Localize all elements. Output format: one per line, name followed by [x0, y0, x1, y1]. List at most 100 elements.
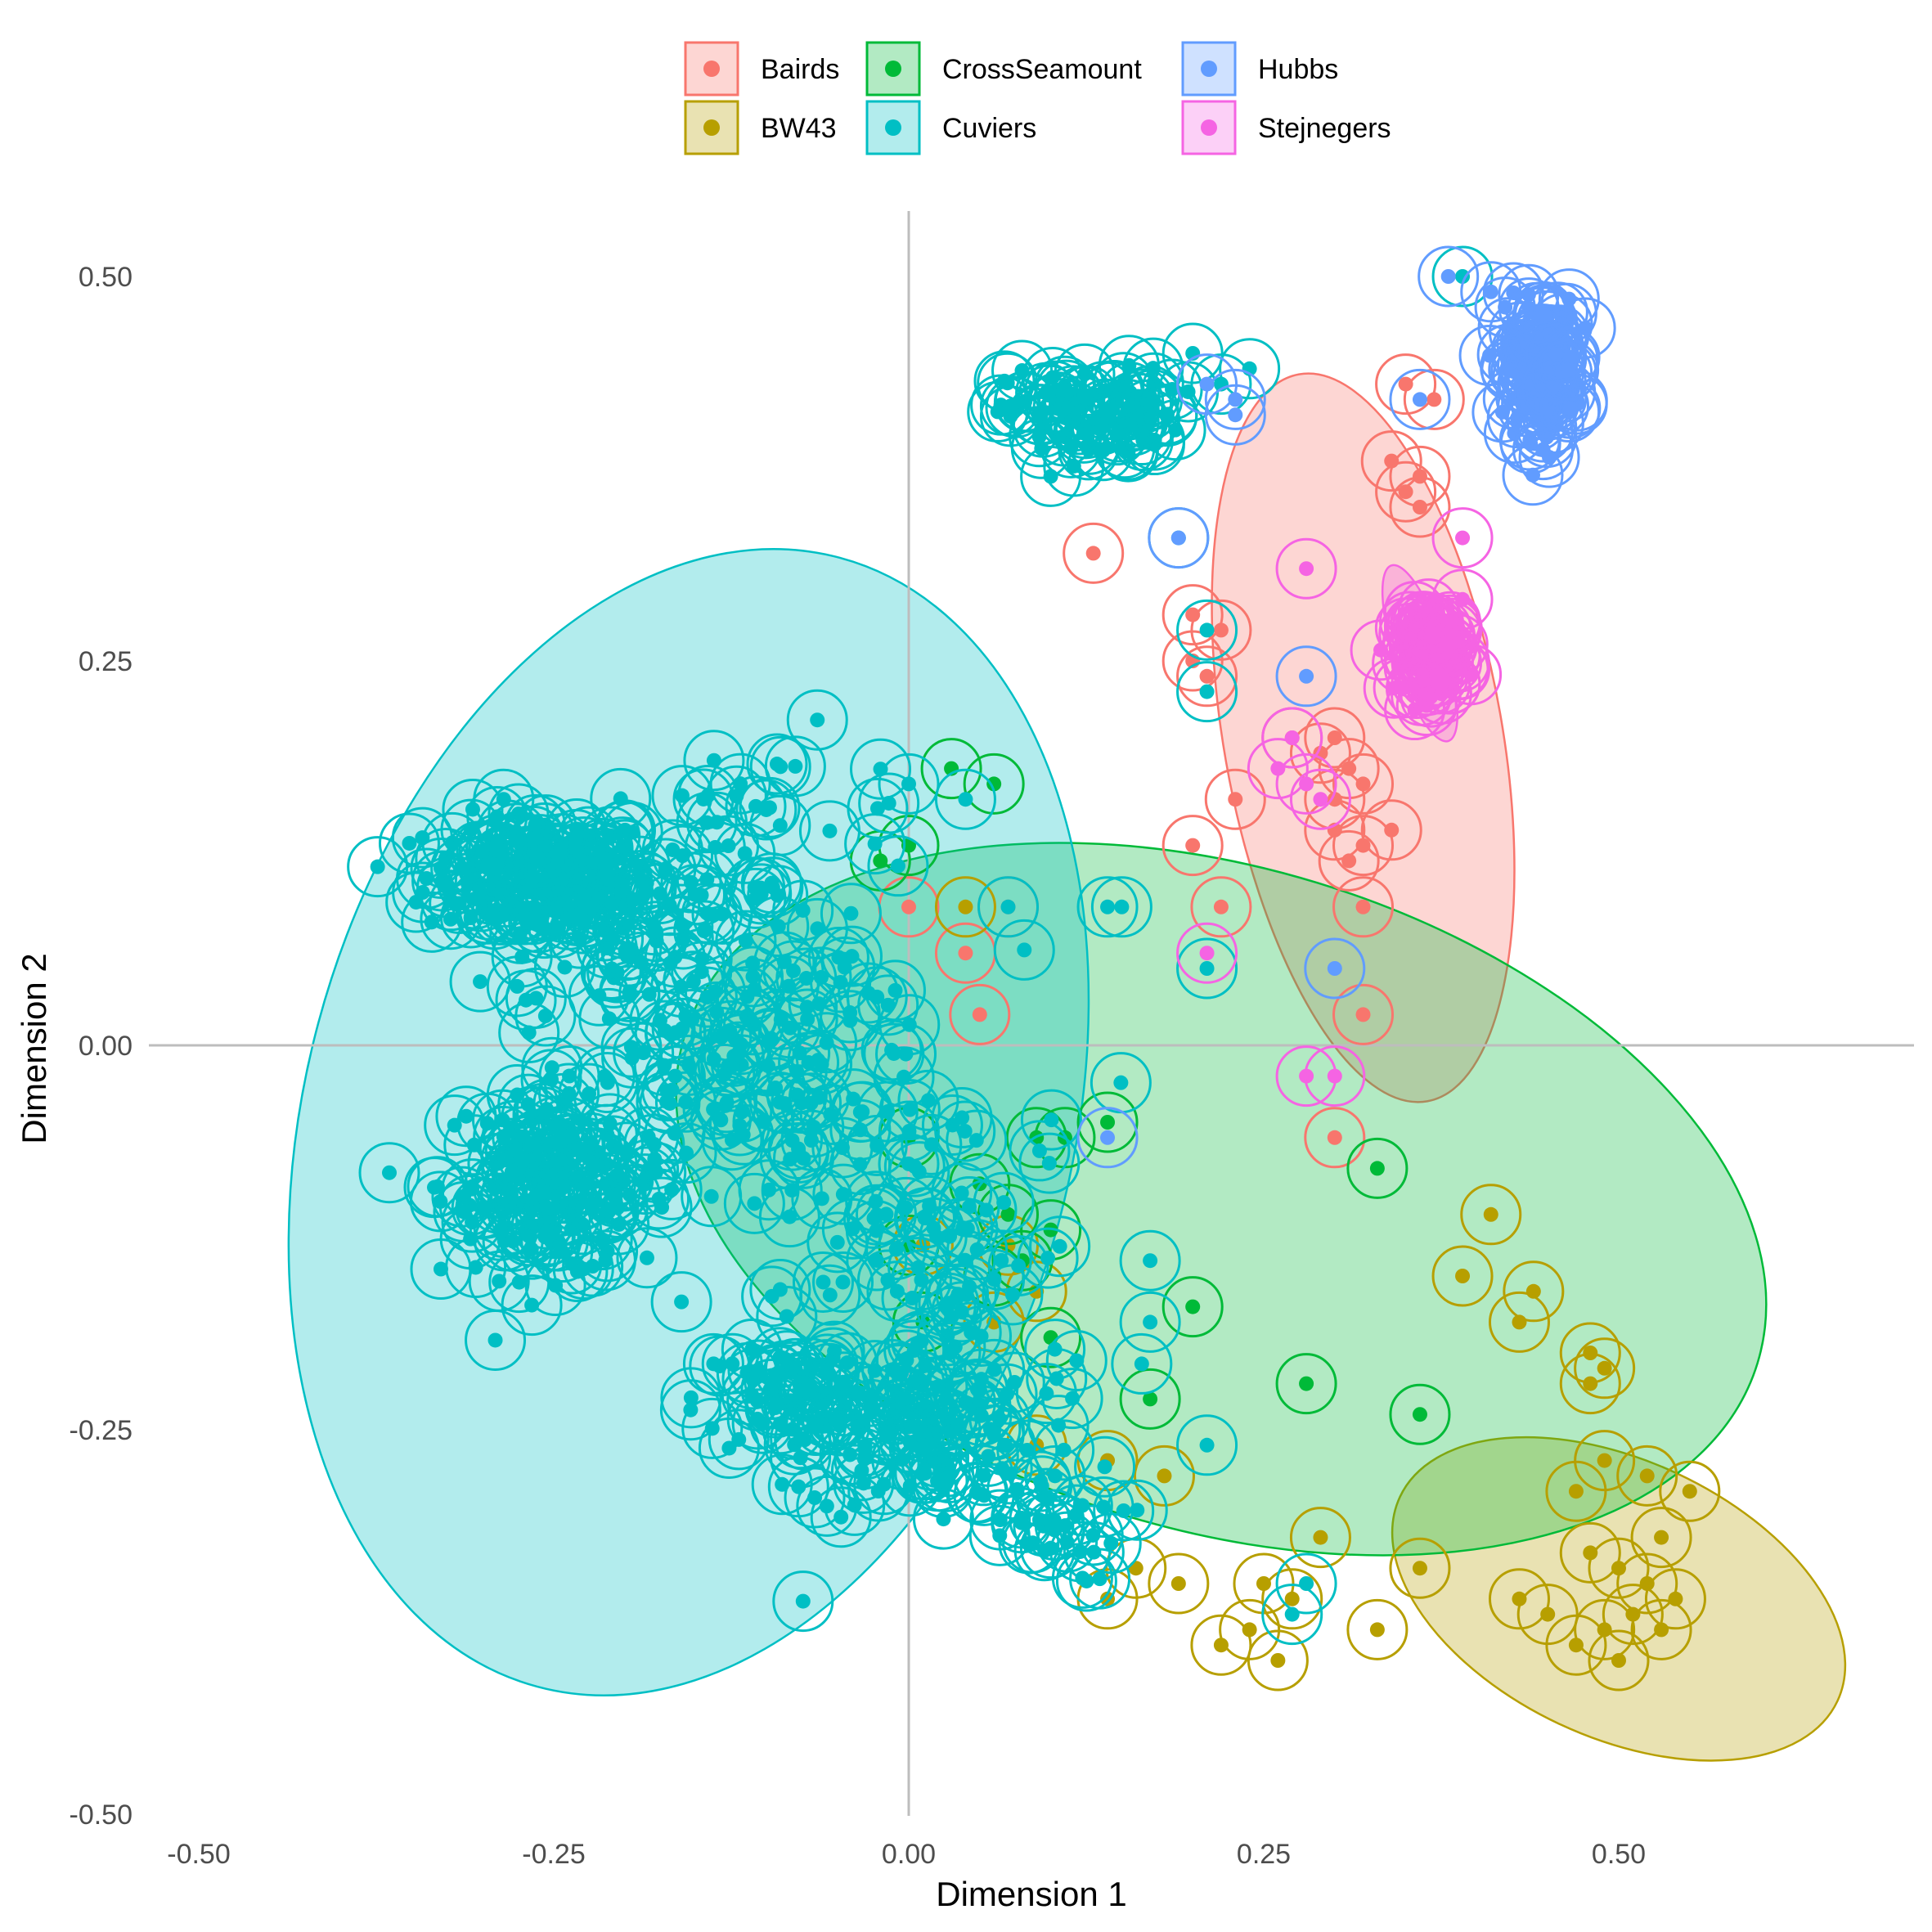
point-dot	[996, 373, 1012, 389]
point-ring	[1375, 353, 1437, 416]
point-ring	[812, 1163, 874, 1225]
point-dot	[747, 1196, 762, 1211]
point-dot	[897, 1391, 913, 1406]
point-ring	[672, 768, 735, 830]
point-dot	[1327, 1068, 1342, 1084]
data-points	[347, 245, 1721, 1692]
point-dot	[1199, 961, 1215, 976]
point-ring	[1034, 1494, 1096, 1557]
point-dot	[487, 1332, 503, 1348]
point-dot	[1597, 1453, 1612, 1468]
point-dot	[1134, 1356, 1149, 1372]
point-dot	[1100, 1115, 1116, 1130]
point-ring	[708, 1409, 770, 1471]
point-ring	[1041, 1368, 1103, 1430]
y-tick-label: -0.25	[70, 1415, 133, 1446]
point-dot	[996, 1195, 1012, 1211]
point-dot	[528, 991, 544, 1006]
point-dot	[1013, 1510, 1029, 1525]
point-ring	[644, 1103, 706, 1165]
point-ring	[727, 1339, 789, 1401]
point-dot	[1583, 1545, 1598, 1561]
point-ring	[1176, 937, 1238, 1000]
point-dot	[899, 1352, 914, 1368]
point-ring	[810, 1486, 872, 1548]
point-ring	[684, 816, 746, 878]
point-ring	[833, 1428, 896, 1490]
point-dot	[510, 978, 525, 994]
point-dot	[601, 1204, 617, 1220]
point-dot	[869, 1252, 884, 1268]
point-ring	[770, 1408, 832, 1470]
point-dot	[591, 988, 607, 1004]
point-dot	[1256, 1576, 1271, 1591]
point-ring	[1332, 815, 1395, 877]
legend-dot	[703, 61, 720, 77]
point-dot	[562, 1068, 577, 1084]
point-dot	[637, 883, 653, 899]
y-tick-label: 0.50	[79, 262, 133, 293]
point-ring	[938, 1256, 1000, 1318]
point-dot	[815, 1274, 831, 1290]
point-dot	[1213, 622, 1229, 638]
point-dot	[598, 856, 613, 871]
point-dot	[1047, 1468, 1063, 1484]
point-dot	[801, 1055, 816, 1071]
point-dot	[1058, 383, 1074, 398]
point-ring	[796, 1475, 858, 1537]
point-dot	[1561, 362, 1576, 378]
point-dot	[1412, 392, 1427, 407]
point-ring	[1119, 1291, 1181, 1353]
point-dot	[1327, 961, 1342, 976]
point-dot	[541, 1227, 557, 1242]
point-dot	[1228, 392, 1243, 407]
point-dot	[936, 1512, 951, 1527]
point-ring	[1009, 1120, 1071, 1182]
point-ring	[858, 772, 920, 834]
point-dot	[665, 842, 681, 857]
y-axis-ticks: -0.50 -0.25 0.00 0.25 0.50	[70, 262, 133, 1831]
point-ring	[1389, 1383, 1451, 1445]
point-ring	[1644, 1568, 1706, 1630]
point-ring	[786, 897, 848, 959]
point-dot	[1097, 1459, 1112, 1475]
point-ring	[1020, 1089, 1082, 1151]
point-ring	[640, 1158, 703, 1220]
point-dot	[636, 1045, 651, 1061]
point-dot	[902, 1102, 918, 1117]
point-dot	[910, 1260, 926, 1275]
point-ring	[820, 925, 883, 987]
point-dot	[605, 931, 621, 946]
point-ring	[1516, 1584, 1579, 1646]
point-dot	[1568, 1484, 1584, 1499]
point-dot	[1111, 425, 1126, 440]
point-dot	[1440, 638, 1455, 654]
point-ring	[1659, 1460, 1721, 1522]
point-dot	[510, 1087, 525, 1103]
point-dot	[771, 919, 786, 934]
point-dot	[1113, 1075, 1129, 1090]
point-ring	[878, 1079, 941, 1141]
point-dot	[851, 1385, 866, 1400]
point-ring	[1460, 1184, 1522, 1246]
point-dot	[1284, 1606, 1300, 1622]
point-dot	[1011, 1258, 1027, 1274]
point-dot	[550, 847, 565, 862]
point-dot	[950, 1287, 966, 1302]
point-dot	[758, 802, 774, 817]
point-dot	[674, 1294, 690, 1310]
point-dot	[1427, 392, 1442, 407]
point-dot	[508, 1143, 523, 1158]
y-axis-title: Dimension 2	[15, 953, 53, 1143]
point-ring	[1035, 359, 1097, 421]
point-ring	[867, 835, 929, 897]
point-ring	[925, 1267, 987, 1329]
point-ring	[788, 973, 850, 1035]
point-ring	[1304, 799, 1366, 861]
point-ring	[798, 1342, 860, 1404]
point-dot	[869, 801, 885, 816]
point-ring	[1375, 461, 1437, 523]
point-dot	[958, 899, 973, 914]
point-ring	[723, 1172, 785, 1234]
point-ring	[812, 1351, 874, 1413]
